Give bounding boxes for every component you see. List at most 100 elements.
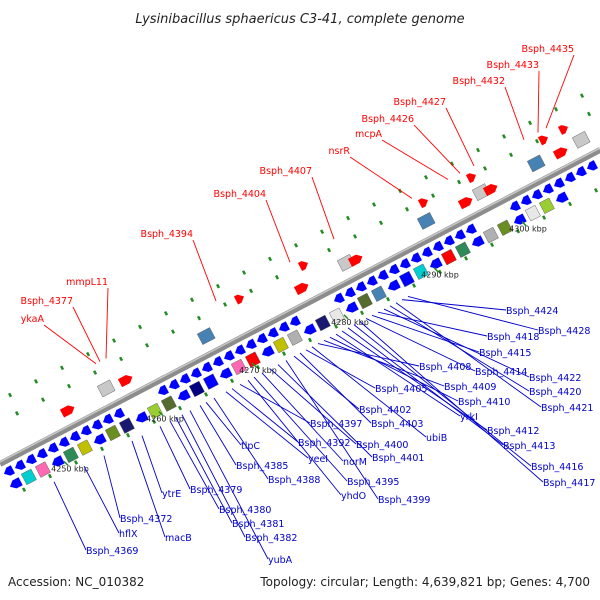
- leader-line: [311, 176, 335, 240]
- gene-arrow: [233, 294, 244, 305]
- feature-dot: [177, 405, 183, 411]
- gene-box: [571, 131, 591, 149]
- gene-arrow: [297, 261, 308, 271]
- leader-line: [43, 324, 97, 365]
- gene-label: Bsph_4392: [298, 438, 350, 449]
- gene-arrow: [81, 424, 92, 436]
- gene-arrow: [169, 378, 180, 390]
- gene-label: mcpA: [355, 129, 383, 140]
- feature-dot: [256, 364, 261, 370]
- gene-label: macB: [165, 533, 192, 544]
- leader-line: [381, 139, 449, 180]
- gene-label: yrkI: [460, 412, 478, 423]
- gene-arrow: [537, 135, 548, 146]
- gene-arrow: [455, 229, 466, 240]
- gene-arrow: [246, 338, 257, 349]
- leader-line: [347, 327, 504, 446]
- gene-arrow: [482, 184, 498, 197]
- feature-dot: [197, 315, 202, 321]
- gene-box: [416, 212, 436, 230]
- gene-arrow: [367, 275, 378, 286]
- gene-arrow: [565, 171, 576, 182]
- tick-mark: [343, 314, 349, 320]
- gene-arrow: [378, 269, 389, 280]
- gene-label: Bsph_4432: [453, 76, 505, 87]
- gene-label: ubiB: [426, 433, 447, 444]
- gene-label: Bsph_4381: [232, 519, 284, 530]
- feature-dot: [483, 166, 488, 171]
- label-leader-lines: [43, 54, 575, 560]
- gene-box: [146, 402, 163, 420]
- gene-arrow: [202, 361, 213, 372]
- gene-box: [202, 373, 219, 390]
- gene-box: [440, 248, 457, 266]
- gene-arrow: [180, 373, 191, 384]
- gene-label: Bsph_4400: [356, 440, 408, 451]
- leader-line: [285, 360, 379, 500]
- leader-line: [323, 340, 445, 387]
- leader-line: [159, 426, 191, 490]
- gene-arrow: [191, 367, 202, 378]
- gene-label: Bsph_4420: [529, 387, 581, 398]
- feature-dot: [489, 242, 495, 248]
- gene-arrow: [347, 254, 363, 267]
- feature-dot: [48, 473, 53, 479]
- gene-arrow: [430, 257, 443, 269]
- gene-arrow: [26, 453, 37, 465]
- gene-arrow: [48, 442, 59, 453]
- leader-line: [349, 156, 413, 199]
- tick-label: 4260 kbp: [146, 415, 184, 424]
- gene-arrow: [94, 433, 107, 445]
- gene-label: Bsph_4409: [444, 382, 496, 393]
- feature-dot: [241, 270, 247, 275]
- kbp-ticks: 4250 kbp 4260 kbp 4270 kbp 4280 kbp 4290 kbp…: [51, 221, 547, 473]
- gene-arrow: [257, 332, 268, 344]
- gene-label: tlpC: [241, 441, 260, 452]
- genome-backbone: [0, 147, 600, 467]
- feature-dot: [476, 147, 481, 153]
- leader-line: [247, 379, 342, 496]
- gene-label: Bsph_4421: [541, 403, 593, 414]
- gene-arrow: [346, 301, 359, 313]
- gene-box: [96, 379, 116, 398]
- gene-label: Bsph_4388: [268, 475, 320, 486]
- gene-label: Bsph_4414: [475, 367, 527, 378]
- gene-arrow: [10, 477, 23, 489]
- gene-box: [412, 263, 429, 280]
- feature-dot: [438, 269, 443, 275]
- leader-line: [213, 397, 269, 480]
- gene-features: [4, 125, 598, 489]
- gene-box: [160, 395, 177, 412]
- feature-dot: [508, 152, 514, 158]
- feature-dot: [85, 351, 91, 357]
- gene-box: [104, 424, 121, 442]
- gene-arrow: [389, 263, 400, 275]
- feature-dot: [22, 487, 27, 493]
- gene-arrow: [576, 165, 587, 177]
- gene-arrow: [117, 375, 133, 388]
- leader-line: [317, 343, 420, 367]
- feature-dot: [593, 187, 599, 193]
- leader-line: [413, 124, 461, 174]
- gene-label: Bsph_4404: [214, 189, 266, 200]
- leader-line: [407, 296, 539, 331]
- gene-label: Bsph_4401: [372, 453, 424, 464]
- leader-line: [401, 299, 507, 311]
- leader-line: [545, 54, 575, 129]
- gene-arrow: [70, 430, 81, 442]
- feature-dot: [204, 392, 209, 397]
- feature-dot: [535, 138, 540, 144]
- gene-arrow: [262, 345, 275, 357]
- feature-dot: [424, 174, 429, 180]
- gene-label: Bsph_4408: [419, 362, 471, 373]
- leader-line: [537, 70, 540, 133]
- feature-dot: [567, 201, 573, 207]
- gene-label: Bsph_4377: [21, 296, 73, 307]
- leader-line: [299, 352, 372, 424]
- gene-box: [34, 461, 51, 478]
- gene-label: mmpL11: [66, 277, 108, 288]
- feature-dot: [230, 378, 235, 384]
- gene-arrow: [422, 246, 433, 257]
- gene-label: Bsph_4422: [529, 373, 581, 384]
